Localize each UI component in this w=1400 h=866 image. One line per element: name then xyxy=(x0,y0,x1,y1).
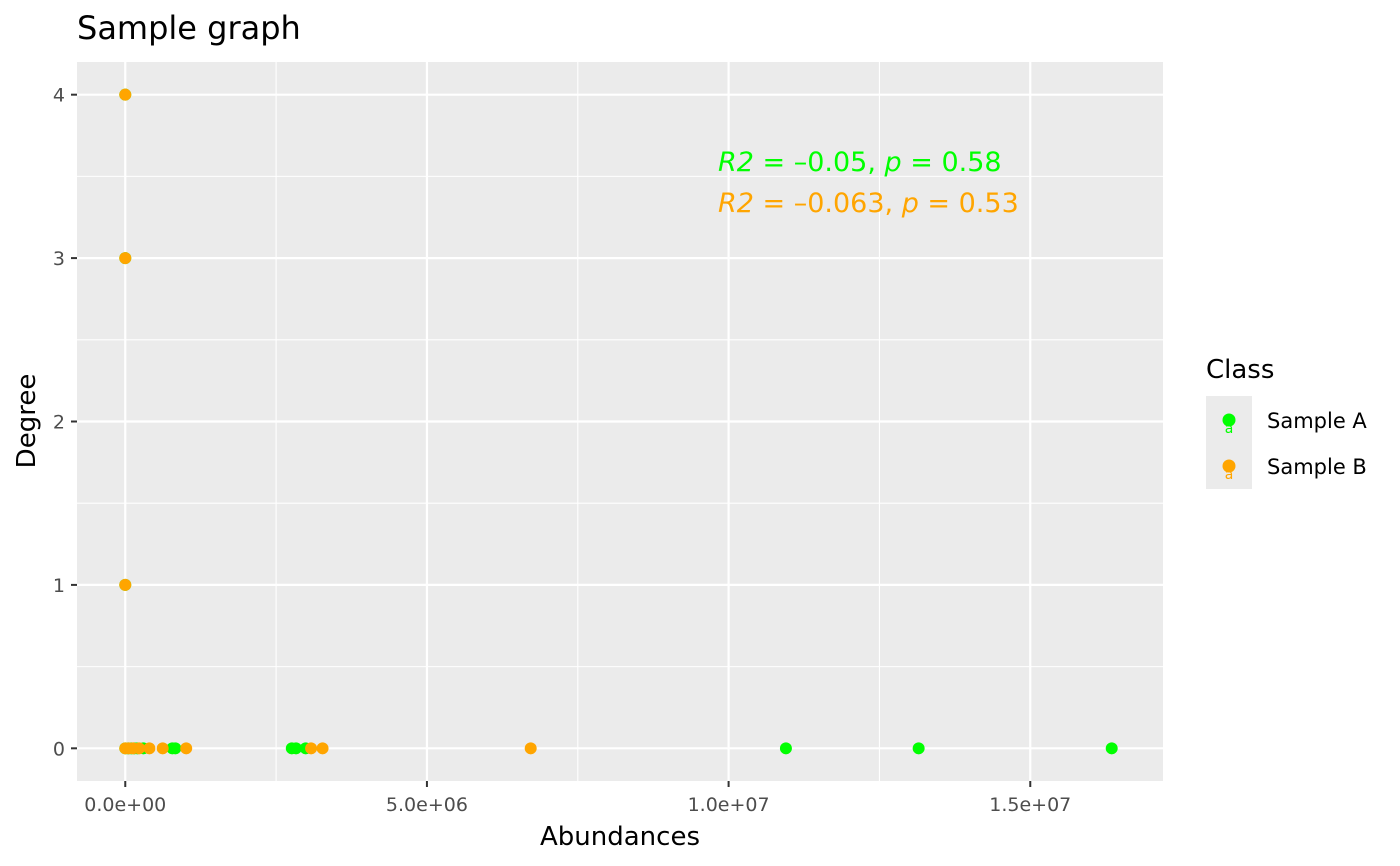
legend-entry: a Sample B xyxy=(1222,455,1367,483)
data-point xyxy=(143,742,156,755)
major-gridlines xyxy=(77,62,1163,781)
data-point xyxy=(119,578,132,591)
data-point xyxy=(290,742,303,755)
legend-key-glyph: a xyxy=(1225,421,1234,437)
x-tick-label: 1.0e+07 xyxy=(688,794,770,816)
chart-title: Sample graph xyxy=(77,9,301,47)
y-tick-label: 4 xyxy=(53,85,65,107)
annotation-r2: R2 xyxy=(718,147,754,178)
annotation-p-value: = 0.58 xyxy=(902,147,1002,178)
legend-key-background xyxy=(1206,396,1252,489)
x-tick-label: 0.0e+00 xyxy=(84,794,166,816)
legend-title: Class xyxy=(1206,355,1274,385)
legend-key-dot xyxy=(1222,413,1236,427)
annotation-p: p xyxy=(884,147,902,178)
legend-label: Sample B xyxy=(1267,455,1367,479)
data-point xyxy=(779,742,792,755)
data-point xyxy=(156,742,169,755)
annotation-p: p xyxy=(901,188,919,219)
data-point xyxy=(305,742,318,755)
legend-label: Sample A xyxy=(1267,409,1367,433)
data-point xyxy=(133,742,146,755)
x-tick-label: 1.5e+07 xyxy=(989,794,1071,816)
annotation-sample-b: R2 = –0.063, p = 0.53 xyxy=(718,188,1019,219)
data-point xyxy=(169,742,182,755)
y-tick-label: 2 xyxy=(53,412,65,434)
data-point xyxy=(316,742,329,755)
y-tick-label: 1 xyxy=(53,575,65,597)
legend-entry: a Sample A xyxy=(1222,409,1367,437)
x-tick-label: 5.0e+06 xyxy=(386,794,468,816)
legend-key-glyph: a xyxy=(1225,467,1234,483)
y-tick-label: 0 xyxy=(53,738,65,760)
x-axis-title: Abundances xyxy=(540,822,700,852)
legend-key-dot xyxy=(1222,459,1236,473)
data-points xyxy=(119,88,1118,755)
data-point xyxy=(912,742,925,755)
y-axis-title: Degree xyxy=(12,374,42,469)
series-sample-b xyxy=(119,88,537,755)
data-point xyxy=(119,88,132,101)
legend: Class a Sample A a Sample B xyxy=(1206,355,1367,489)
data-point xyxy=(524,742,537,755)
data-point xyxy=(1105,742,1118,755)
annotation-p-value: = 0.53 xyxy=(919,188,1019,219)
annotation-sample-a: R2 = –0.05, p = 0.58 xyxy=(718,147,1002,178)
y-tick-label: 3 xyxy=(53,248,65,270)
annotation-r2-value: = –0.063, xyxy=(754,188,902,219)
x-axis: 0.0e+00 5.0e+06 1.0e+07 1.5e+07 xyxy=(84,781,1071,816)
data-point xyxy=(180,742,193,755)
annotation-r2-value: = –0.05, xyxy=(754,147,885,178)
y-axis: 0 1 2 3 4 xyxy=(53,85,77,760)
annotation-r2: R2 xyxy=(718,188,754,219)
data-point xyxy=(119,252,132,265)
